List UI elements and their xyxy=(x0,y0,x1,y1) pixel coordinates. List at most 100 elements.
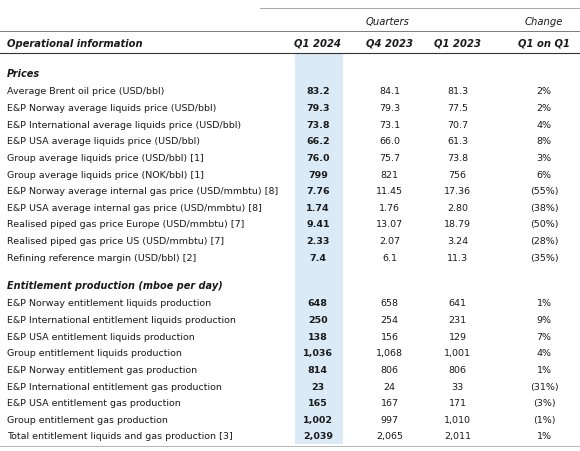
Text: Group entitlement gas production: Group entitlement gas production xyxy=(7,415,168,424)
Text: (31%): (31%) xyxy=(530,382,559,391)
Text: 6%: 6% xyxy=(536,170,552,179)
Text: Realised piped gas price Europe (USD/mmbtu) [7]: Realised piped gas price Europe (USD/mmb… xyxy=(7,220,244,229)
Text: 73.8: 73.8 xyxy=(447,154,468,162)
Text: 7%: 7% xyxy=(536,332,552,341)
Text: 9%: 9% xyxy=(536,315,552,324)
Text: 821: 821 xyxy=(380,170,399,179)
Text: 171: 171 xyxy=(448,398,467,407)
Text: (28%): (28%) xyxy=(530,236,559,245)
Text: 76.0: 76.0 xyxy=(306,154,329,162)
Text: 2,065: 2,065 xyxy=(376,432,403,441)
Text: 23: 23 xyxy=(311,382,324,391)
Text: Prices: Prices xyxy=(7,69,40,78)
Text: 756: 756 xyxy=(448,170,467,179)
Text: 33: 33 xyxy=(451,382,464,391)
Text: 231: 231 xyxy=(448,315,467,324)
Text: 7.76: 7.76 xyxy=(306,187,329,196)
Text: E&P International average liquids price (USD/bbl): E&P International average liquids price … xyxy=(7,120,241,129)
Text: 799: 799 xyxy=(308,170,328,179)
Text: Realised piped gas price US (USD/mmbtu) [7]: Realised piped gas price US (USD/mmbtu) … xyxy=(7,236,224,245)
Text: Quarters: Quarters xyxy=(366,17,409,27)
Text: Entitlement production (mboe per day): Entitlement production (mboe per day) xyxy=(7,280,223,290)
Text: 1.76: 1.76 xyxy=(379,203,400,212)
Text: 79.3: 79.3 xyxy=(379,104,400,113)
Text: (35%): (35%) xyxy=(530,253,559,262)
Text: 66.2: 66.2 xyxy=(306,137,329,146)
Text: 75.7: 75.7 xyxy=(379,154,400,162)
Text: Total entitlement liquids and gas production [3]: Total entitlement liquids and gas produc… xyxy=(7,432,233,441)
Text: 66.0: 66.0 xyxy=(379,137,400,146)
Text: 997: 997 xyxy=(380,415,399,424)
Text: 84.1: 84.1 xyxy=(379,87,400,96)
Text: 2,011: 2,011 xyxy=(444,432,471,441)
Text: 18.79: 18.79 xyxy=(444,220,471,229)
Text: 4%: 4% xyxy=(536,120,552,129)
Text: 165: 165 xyxy=(308,398,328,407)
Text: 167: 167 xyxy=(380,398,399,407)
Text: 806: 806 xyxy=(448,365,467,374)
Text: 8%: 8% xyxy=(536,137,552,146)
Text: E&P USA entitlement gas production: E&P USA entitlement gas production xyxy=(7,398,181,407)
Text: (55%): (55%) xyxy=(530,187,559,196)
Text: E&P International entitlement gas production: E&P International entitlement gas produc… xyxy=(7,382,222,391)
Text: 814: 814 xyxy=(308,365,328,374)
Text: 81.3: 81.3 xyxy=(447,87,468,96)
Text: 73.8: 73.8 xyxy=(306,120,329,129)
Text: 2,039: 2,039 xyxy=(303,432,333,441)
Text: 1,036: 1,036 xyxy=(303,349,333,358)
Text: E&P Norway average internal gas price (USD/mmbtu) [8]: E&P Norway average internal gas price (U… xyxy=(7,187,278,196)
Text: 2%: 2% xyxy=(536,104,552,113)
Text: 1.74: 1.74 xyxy=(306,203,329,212)
Text: 61.3: 61.3 xyxy=(447,137,468,146)
Text: Q1 2024: Q1 2024 xyxy=(294,39,342,49)
Text: Operational information: Operational information xyxy=(7,39,143,49)
Text: 17.36: 17.36 xyxy=(444,187,471,196)
Text: 641: 641 xyxy=(448,299,467,308)
Text: E&P Norway entitlement liquids production: E&P Norway entitlement liquids productio… xyxy=(7,299,211,308)
Text: 2.80: 2.80 xyxy=(447,203,468,212)
Text: 129: 129 xyxy=(448,332,467,341)
Bar xyxy=(295,55,343,444)
Text: 11.45: 11.45 xyxy=(376,187,403,196)
Text: Average Brent oil price (USD/bbl): Average Brent oil price (USD/bbl) xyxy=(7,87,164,96)
Text: 254: 254 xyxy=(380,315,399,324)
Text: 2.07: 2.07 xyxy=(379,236,400,245)
Text: Q1 2023: Q1 2023 xyxy=(434,39,481,49)
Text: 1,010: 1,010 xyxy=(444,415,471,424)
Text: 648: 648 xyxy=(308,299,328,308)
Text: 138: 138 xyxy=(308,332,328,341)
Text: E&P USA entitlement liquids production: E&P USA entitlement liquids production xyxy=(7,332,195,341)
Text: Group average liquids price (NOK/bbl) [1]: Group average liquids price (NOK/bbl) [1… xyxy=(7,170,204,179)
Text: Group average liquids price (USD/bbl) [1]: Group average liquids price (USD/bbl) [1… xyxy=(7,154,204,162)
Text: 70.7: 70.7 xyxy=(447,120,468,129)
Text: Group entitlement liquids production: Group entitlement liquids production xyxy=(7,349,182,358)
Text: 1%: 1% xyxy=(536,299,552,308)
Text: 156: 156 xyxy=(380,332,399,341)
Text: 24: 24 xyxy=(384,382,396,391)
Text: (1%): (1%) xyxy=(533,415,555,424)
Text: 2%: 2% xyxy=(536,87,552,96)
Text: Q4 2023: Q4 2023 xyxy=(366,39,414,49)
Text: E&P USA average liquids price (USD/bbl): E&P USA average liquids price (USD/bbl) xyxy=(7,137,200,146)
Text: (38%): (38%) xyxy=(530,203,559,212)
Text: Refining reference margin (USD/bbl) [2]: Refining reference margin (USD/bbl) [2] xyxy=(7,253,196,262)
Text: 1,068: 1,068 xyxy=(376,349,403,358)
Text: 1%: 1% xyxy=(536,432,552,441)
Text: E&P Norway entitlement gas production: E&P Norway entitlement gas production xyxy=(7,365,197,374)
Text: 83.2: 83.2 xyxy=(306,87,329,96)
Text: 73.1: 73.1 xyxy=(379,120,400,129)
Text: 658: 658 xyxy=(380,299,399,308)
Text: 3.24: 3.24 xyxy=(447,236,468,245)
Text: 2.33: 2.33 xyxy=(306,236,329,245)
Text: 250: 250 xyxy=(308,315,328,324)
Text: Q1 on Q1: Q1 on Q1 xyxy=(518,39,570,49)
Text: (3%): (3%) xyxy=(532,398,556,407)
Text: 1,001: 1,001 xyxy=(444,349,471,358)
Text: 7.4: 7.4 xyxy=(309,253,327,262)
Text: 1%: 1% xyxy=(536,365,552,374)
Text: E&P International entitlement liquids production: E&P International entitlement liquids pr… xyxy=(7,315,236,324)
Text: Change: Change xyxy=(525,17,563,27)
Text: (50%): (50%) xyxy=(530,220,559,229)
Text: 11.3: 11.3 xyxy=(447,253,468,262)
Text: E&P USA average internal gas price (USD/mmbtu) [8]: E&P USA average internal gas price (USD/… xyxy=(7,203,262,212)
